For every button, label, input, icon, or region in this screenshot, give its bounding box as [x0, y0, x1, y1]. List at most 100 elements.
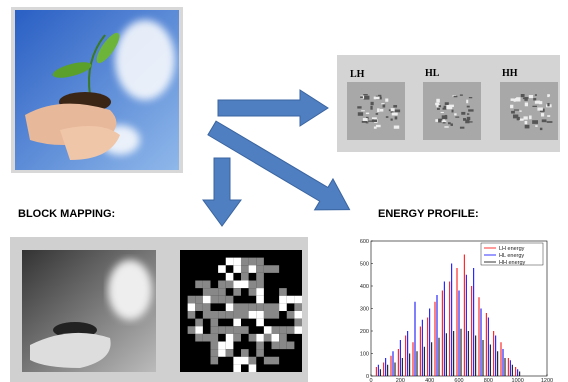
y-tick-label: 500 — [360, 262, 369, 268]
block — [226, 281, 234, 289]
block — [241, 311, 249, 319]
subband-texture — [511, 98, 514, 101]
block — [226, 326, 234, 334]
subband-texture — [535, 101, 540, 104]
block — [279, 334, 287, 342]
block — [203, 311, 211, 319]
x-tick-label: 800 — [484, 378, 493, 382]
block — [287, 296, 295, 304]
block — [211, 319, 219, 327]
block — [272, 342, 280, 350]
subband-texture — [370, 106, 372, 110]
x-tick-label: 1200 — [541, 378, 553, 382]
subband-texture — [529, 116, 532, 120]
block — [287, 311, 295, 319]
subband-texture — [442, 121, 447, 123]
block — [249, 281, 257, 289]
subband-texture — [454, 96, 458, 97]
subband-texture — [510, 105, 513, 108]
block — [256, 303, 264, 311]
block — [195, 281, 203, 289]
block — [211, 349, 219, 357]
subband-texture — [547, 94, 549, 97]
block — [264, 357, 272, 365]
subband-texture — [547, 121, 553, 123]
block — [264, 311, 272, 319]
legend-label: HL energy — [499, 253, 524, 259]
block — [279, 342, 287, 350]
block — [241, 357, 249, 365]
block — [272, 334, 280, 342]
block — [241, 303, 249, 311]
block — [249, 258, 257, 266]
block — [249, 364, 257, 372]
block — [218, 342, 226, 350]
subband-texture — [514, 109, 519, 110]
subband-texture — [374, 97, 380, 100]
subband-texture — [524, 99, 527, 101]
block — [279, 326, 287, 334]
block — [294, 296, 302, 304]
block — [211, 326, 219, 334]
subband-texture — [436, 99, 440, 103]
subband-texture — [460, 94, 463, 95]
block — [256, 334, 264, 342]
subband-texture — [391, 119, 393, 121]
block — [256, 349, 264, 357]
legend-label: LH energy — [499, 246, 525, 252]
block — [256, 288, 264, 296]
block — [211, 342, 219, 350]
block — [203, 281, 211, 289]
y-tick-label: 600 — [360, 239, 369, 245]
block — [264, 326, 272, 334]
subband-texture — [371, 102, 374, 105]
subband-texture — [535, 125, 537, 127]
subband-texture — [468, 109, 473, 111]
block — [188, 326, 196, 334]
x-tick-label: 600 — [454, 378, 463, 382]
block — [249, 357, 257, 365]
block — [287, 326, 295, 334]
subband-texture — [357, 106, 361, 108]
subband-label: LH — [350, 69, 365, 80]
subband-texture — [448, 122, 451, 124]
block — [272, 311, 280, 319]
subband-texture — [366, 122, 369, 123]
subband-texture — [460, 127, 464, 129]
block — [211, 357, 219, 365]
subband-texture — [449, 105, 454, 107]
block — [203, 288, 211, 296]
subband-texture — [441, 112, 444, 113]
subband-texture — [532, 106, 537, 107]
block — [218, 326, 226, 334]
block — [256, 319, 264, 327]
subband-texture — [540, 128, 542, 130]
subband-texture — [437, 108, 440, 110]
subband-texture — [513, 115, 518, 119]
block — [233, 288, 241, 296]
subband-texture — [380, 109, 384, 112]
subband-texture — [523, 98, 528, 100]
subband-texture — [469, 97, 472, 98]
subband-texture — [541, 113, 544, 116]
subband-texture — [467, 106, 470, 108]
block — [233, 281, 241, 289]
block — [294, 326, 302, 334]
block — [249, 265, 257, 273]
y-tick-label: 200 — [360, 329, 369, 335]
subband-texture — [363, 118, 368, 121]
subband-texture — [533, 98, 536, 100]
block — [294, 319, 302, 327]
subband-texture — [525, 125, 530, 129]
block — [195, 296, 203, 304]
subband-texture — [542, 119, 547, 122]
block — [233, 319, 241, 327]
block — [294, 311, 302, 319]
block — [241, 258, 249, 266]
subband-texture — [525, 121, 528, 124]
subband-texture — [376, 113, 378, 115]
subband-texture — [372, 117, 377, 119]
block — [211, 296, 219, 304]
block — [218, 349, 226, 357]
block — [195, 334, 203, 342]
